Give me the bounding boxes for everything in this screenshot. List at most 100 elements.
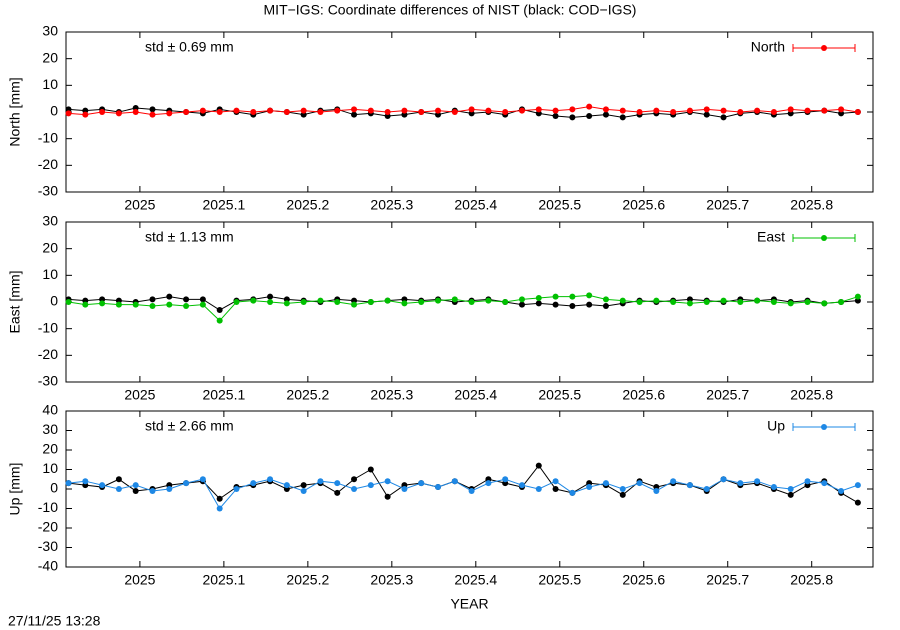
data-point [418,109,425,115]
data-point [686,482,693,489]
data-point [166,110,173,117]
data-point [653,107,660,114]
data-point [132,487,139,494]
data-point [367,482,374,489]
data-point [451,296,458,303]
panel: -40 -30 -20 -10 0 10 20 30 40 2025 2025.1 2025.2 202… [7,402,874,612]
data-point [770,484,777,491]
x-tick-label: 2025.4 [454,572,497,588]
data-point [367,466,374,473]
data-point [787,486,794,492]
x-tick-label: 2025.6 [622,197,665,213]
data-point [518,301,525,308]
data-point [787,106,794,113]
y-tick-label: 30 [42,23,58,39]
data-point [636,480,643,487]
x-tick-label: 2025.1 [202,572,245,588]
data-point [670,478,677,485]
annotation: std ± 0.69 mm [145,39,234,55]
data-point [737,109,744,115]
data-point [183,480,190,487]
data-point [334,107,341,114]
data-point [300,107,307,114]
data-point [602,106,609,113]
data-point [720,107,727,114]
data-point [485,480,492,487]
annotation: std ± 1.13 mm [145,229,234,245]
x-tick-label: 2025.4 [454,197,497,213]
y-tick-label: -20 [38,519,58,535]
data-point [99,109,106,115]
x-axis-label: YEAR [450,596,488,612]
y-tick-label: 10 [42,460,58,476]
x-tick-label: 2025.7 [706,572,749,588]
data-point [754,297,761,304]
data-point [770,109,777,115]
data-point [670,109,677,115]
data-point [552,486,559,492]
data-point [451,109,458,115]
data-point [132,301,139,308]
x-tick-label: 2025.5 [538,572,581,588]
data-point [535,295,542,301]
data-point [115,110,122,117]
x-tick-label: 2025.3 [370,387,413,403]
data-point [737,480,744,487]
x-tick-label: 2025 [124,387,155,403]
data-point [233,107,240,114]
y-tick-label: 10 [42,76,58,92]
data-point [485,107,492,114]
data-point [351,111,358,118]
data-point [502,109,509,115]
data-point [586,103,593,110]
x-tick-label: 2025.2 [286,572,329,588]
data-point [552,113,559,119]
data-point [686,107,693,114]
x-tick-label: 2025.8 [790,387,833,403]
y-tick-label: 20 [42,239,58,255]
data-point [653,487,660,494]
panel: -30 -20 -10 0 10 20 30 2025 2025.1 2025.2 2025.3 20… [7,23,874,213]
data-point [317,109,324,115]
data-point [854,293,861,300]
data-point [233,486,240,492]
y-tick-label: 0 [50,480,58,496]
y-axis-label: Up [mm] [7,463,23,516]
data-point [300,482,307,489]
y-tick-label: 0 [50,293,58,309]
data-point [703,106,710,113]
data-point [149,111,156,118]
y-tick-label: -20 [38,346,58,362]
data-point [804,107,811,114]
data-point [367,107,374,114]
data-point [502,299,509,305]
data-point [703,299,710,305]
data-point [502,476,509,483]
y-tick-label: 30 [42,213,58,229]
data-point [451,478,458,485]
data-point [468,487,475,494]
data-point [351,106,358,113]
data-point [334,489,341,496]
panel: -30 -20 -10 0 10 20 30 2025 2025.1 2025.2 2025.3 20… [7,213,874,403]
data-point [401,486,408,492]
data-point [82,111,89,118]
y-tick-label: -20 [38,156,58,172]
data-point [65,110,72,117]
data-point [267,293,274,300]
data-point [401,300,408,307]
data-point [435,484,442,491]
data-point [267,107,274,114]
data-point [250,480,257,487]
data-point [82,478,89,485]
data-point [586,484,593,491]
data-point [586,292,593,299]
data-point [233,299,240,305]
y-tick-label: -40 [38,558,58,574]
data-point [619,297,626,304]
data-point [703,111,710,118]
data-point [115,301,122,308]
data-point [619,114,626,121]
data-point [283,300,290,307]
